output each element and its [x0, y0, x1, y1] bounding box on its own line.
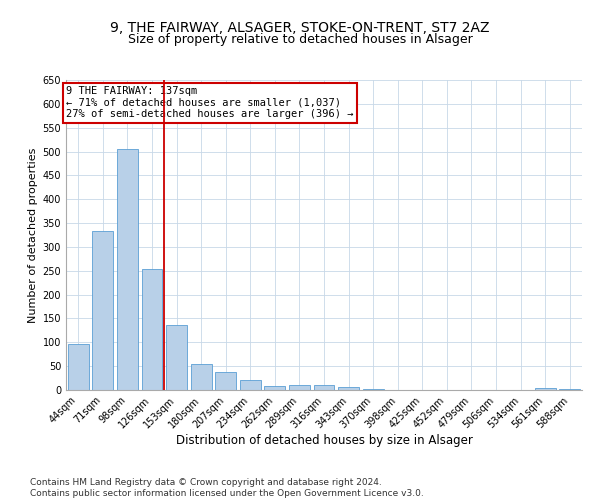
Bar	[92, 231, 113, 390]
Bar	[142, 270, 163, 390]
Bar	[314, 385, 334, 390]
Bar	[289, 385, 310, 390]
Bar	[535, 388, 556, 390]
Bar	[362, 389, 383, 390]
Bar	[559, 389, 580, 390]
Bar	[240, 380, 261, 390]
Bar	[68, 344, 89, 390]
Bar	[191, 364, 212, 390]
Bar	[117, 149, 138, 390]
Text: 9 THE FAIRWAY: 137sqm
← 71% of detached houses are smaller (1,037)
27% of semi-d: 9 THE FAIRWAY: 137sqm ← 71% of detached …	[66, 86, 353, 120]
X-axis label: Distribution of detached houses by size in Alsager: Distribution of detached houses by size …	[176, 434, 472, 447]
Text: 9, THE FAIRWAY, ALSAGER, STOKE-ON-TRENT, ST7 2AZ: 9, THE FAIRWAY, ALSAGER, STOKE-ON-TRENT,…	[110, 21, 490, 35]
Bar	[166, 324, 187, 390]
Text: Contains HM Land Registry data © Crown copyright and database right 2024.
Contai: Contains HM Land Registry data © Crown c…	[30, 478, 424, 498]
Text: Size of property relative to detached houses in Alsager: Size of property relative to detached ho…	[128, 32, 472, 46]
Bar	[338, 387, 359, 390]
Bar	[265, 386, 286, 390]
Bar	[215, 372, 236, 390]
Y-axis label: Number of detached properties: Number of detached properties	[28, 148, 38, 322]
